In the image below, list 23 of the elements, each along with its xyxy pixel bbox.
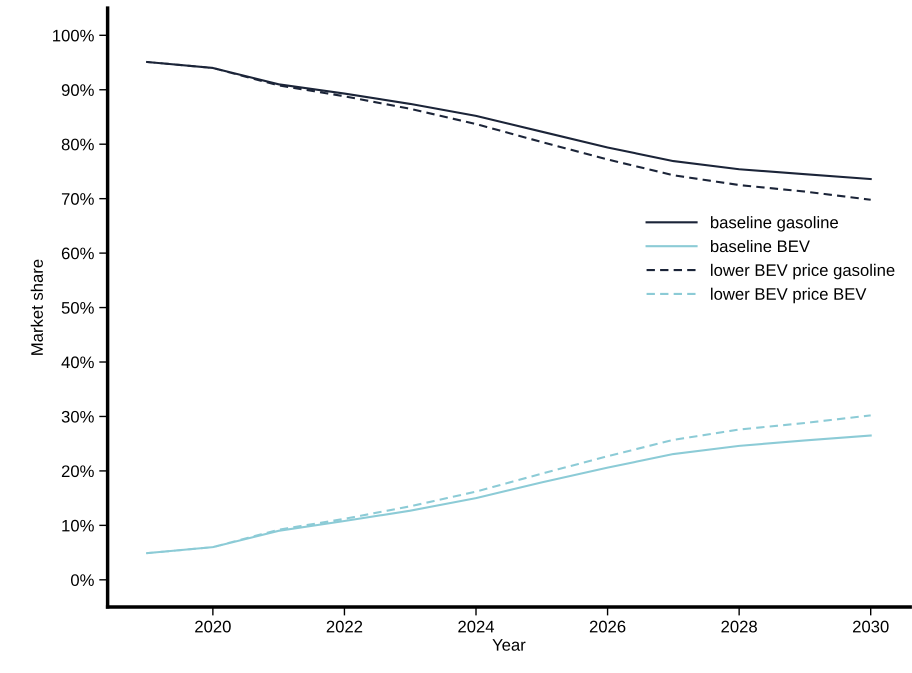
y-tick-label: 30%: [62, 410, 94, 423]
y-tick-label: 60%: [62, 248, 94, 260]
y-tick-label: 100%: [53, 30, 94, 42]
y-tick-label: 90%: [62, 84, 94, 96]
y-tick-label: 10%: [62, 520, 94, 532]
x-tick-label: 2024: [458, 620, 494, 632]
y-tick-label: 80%: [62, 138, 94, 150]
legend-label: baseline gasoline: [710, 216, 838, 232]
legend-label: baseline BEV: [710, 240, 810, 252]
x-tick-label: 2020: [195, 620, 231, 632]
x-tick-label: 2022: [326, 620, 362, 632]
legend-label: lower BEV price BEV: [711, 288, 866, 304]
y-tick-label: 0%: [70, 574, 94, 586]
y-tick-label: 50%: [62, 302, 94, 314]
x-tick-label: 2028: [721, 620, 757, 632]
x-axis-title: Year: [492, 639, 526, 651]
y-tick-label: 70%: [62, 193, 94, 205]
x-tick-label: 2026: [590, 620, 626, 632]
y-axis-title: Market share: [30, 260, 43, 355]
y-tick-label: 20%: [62, 465, 94, 478]
x-tick-label: 2030: [853, 620, 889, 632]
y-tick-label: 40%: [61, 356, 94, 368]
legend-label: lower BEV price gasoline: [711, 264, 894, 280]
